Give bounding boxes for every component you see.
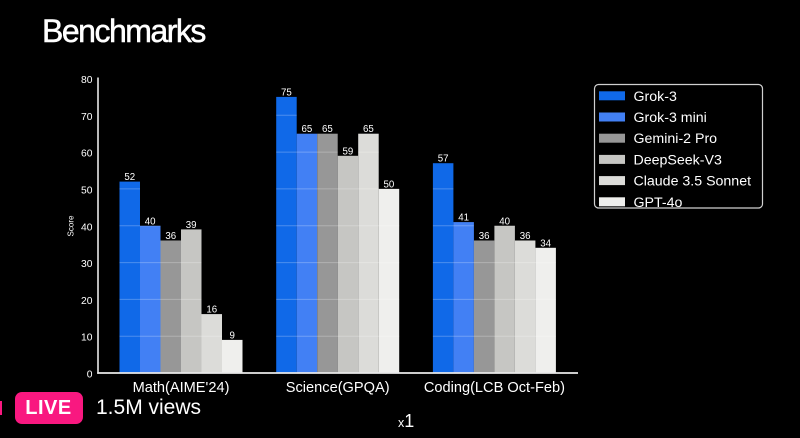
svg-text:Science(GPQA): Science(GPQA) bbox=[286, 380, 390, 396]
svg-text:Coding(LCB Oct-Feb): Coding(LCB Oct-Feb) bbox=[424, 380, 565, 396]
svg-text:36: 36 bbox=[520, 231, 531, 242]
svg-text:40: 40 bbox=[145, 216, 156, 227]
svg-text:10: 10 bbox=[81, 333, 93, 344]
svg-text:65: 65 bbox=[322, 124, 333, 135]
svg-text:52: 52 bbox=[124, 172, 135, 183]
svg-text:34: 34 bbox=[540, 238, 551, 249]
svg-text:57: 57 bbox=[438, 154, 449, 165]
svg-text:70: 70 bbox=[81, 112, 93, 123]
svg-text:Score: Score bbox=[67, 215, 76, 236]
svg-text:41: 41 bbox=[458, 213, 469, 224]
svg-text:20: 20 bbox=[81, 296, 93, 307]
svg-text:65: 65 bbox=[302, 124, 313, 135]
svg-text:50: 50 bbox=[81, 185, 93, 196]
svg-text:80: 80 bbox=[81, 75, 93, 86]
svg-text:Grok-3 mini: Grok-3 mini bbox=[634, 110, 707, 126]
svg-text:30: 30 bbox=[81, 259, 93, 270]
svg-text:Grok-3: Grok-3 bbox=[634, 89, 677, 105]
svg-text:DeepSeek-V3: DeepSeek-V3 bbox=[634, 152, 722, 168]
svg-text:39: 39 bbox=[186, 220, 197, 231]
svg-text:0: 0 bbox=[87, 370, 93, 381]
svg-text:Gemini-2 Pro: Gemini-2 Pro bbox=[634, 131, 718, 147]
svg-text:40: 40 bbox=[81, 222, 93, 233]
svg-text:50: 50 bbox=[384, 179, 395, 190]
svg-text:75: 75 bbox=[281, 87, 292, 98]
svg-text:59: 59 bbox=[343, 146, 354, 157]
svg-text:GPT-4o: GPT-4o bbox=[634, 195, 683, 211]
svg-text:65: 65 bbox=[363, 124, 374, 135]
svg-text:40: 40 bbox=[499, 216, 510, 227]
svg-text:36: 36 bbox=[165, 231, 176, 242]
svg-text:60: 60 bbox=[81, 149, 93, 160]
svg-text:16: 16 bbox=[206, 305, 217, 316]
svg-text:Claude 3.5 Sonnet: Claude 3.5 Sonnet bbox=[634, 174, 752, 190]
svg-text:Math(AIME'24): Math(AIME'24) bbox=[133, 380, 230, 396]
svg-text:9: 9 bbox=[230, 330, 235, 341]
svg-text:36: 36 bbox=[479, 231, 490, 242]
